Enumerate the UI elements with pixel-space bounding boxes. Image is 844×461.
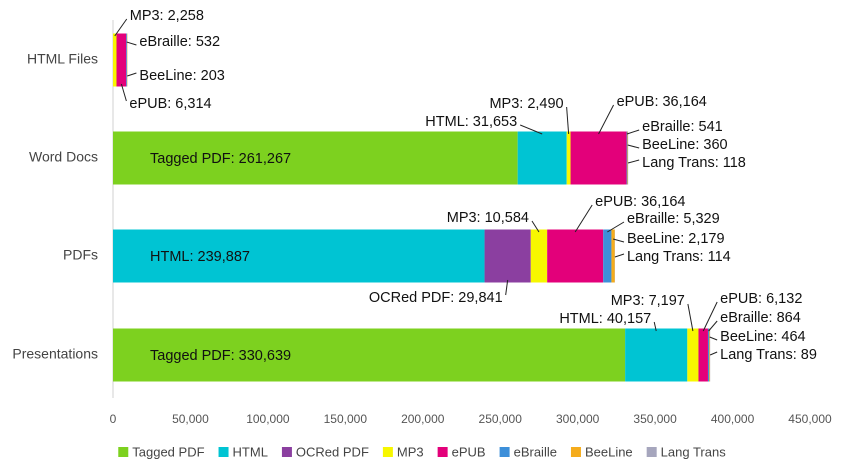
legend-swatch: [382, 447, 393, 457]
bar-segment: [627, 131, 628, 185]
leader-line: [626, 129, 640, 135]
bar-segment: [547, 229, 604, 283]
data-label: eBraille: 5,329: [627, 211, 720, 227]
leader-line: [612, 238, 625, 243]
leader-line: [702, 301, 718, 332]
data-label: Tagged PDF: 261,267: [150, 151, 291, 167]
data-label: ePUB: 6,132: [720, 291, 802, 307]
bar-segment: [517, 131, 567, 185]
category-label: Word Docs: [29, 149, 98, 165]
bar-segment: [113, 33, 117, 87]
legend-label: HTML: [233, 444, 268, 459]
data-label: HTML: 31,653: [425, 114, 517, 130]
leader-line: [627, 159, 640, 164]
leader-line: [614, 253, 625, 258]
x-tick-label: 50,000: [172, 412, 209, 426]
category-label: PDFs: [63, 247, 98, 263]
leader-line: [653, 321, 657, 332]
data-label: BeeLine: 2,179: [627, 231, 725, 247]
data-label: eBraille: 532: [139, 34, 220, 50]
bar-segment: [687, 328, 699, 382]
legend-label: Lang Trans: [661, 444, 727, 459]
data-label: HTML: 239,887: [150, 249, 250, 265]
bar-segment: [603, 229, 612, 283]
leader-line: [127, 72, 137, 77]
data-label: eBraille: 541: [642, 119, 723, 135]
leader-line: [709, 336, 718, 341]
data-label: BeeLine: 360: [642, 137, 727, 153]
x-tick-label: 100,000: [246, 412, 290, 426]
leader-line: [607, 221, 625, 233]
data-label: Lang Trans: 118: [642, 155, 746, 171]
leader-line: [574, 204, 593, 233]
bar-segment: [709, 328, 711, 382]
data-label: Tagged PDF: 330,639: [150, 348, 291, 364]
x-tick-label: 0: [110, 412, 117, 426]
legend-label: Tagged PDF: [132, 444, 204, 459]
legend-label: eBraille: [514, 444, 557, 459]
data-label: Lang Trans: 114: [627, 249, 731, 265]
data-label: Lang Trans: 89: [720, 347, 817, 363]
leader-line: [505, 279, 509, 296]
leader-line: [709, 351, 718, 356]
leader-line: [531, 220, 540, 233]
bar-segment: [625, 328, 688, 382]
data-label: HTML: 40,157: [559, 311, 651, 327]
data-label: BeeLine: 464: [720, 329, 805, 345]
bar-segment: [626, 131, 628, 185]
leader-line: [708, 320, 718, 332]
data-label: MP3: 2,258: [130, 8, 204, 24]
bar-segment: [113, 131, 518, 185]
legend-label: MP3: [397, 444, 424, 459]
bar-segment: [698, 328, 708, 382]
x-tick-label: 250,000: [479, 412, 523, 426]
data-label: ePUB: 36,164: [617, 94, 707, 110]
data-label: ePUB: 36,164: [595, 194, 685, 210]
legend-label: OCRed PDF: [296, 444, 369, 459]
x-tick-label: 200,000: [401, 412, 445, 426]
data-label: ePUB: 6,314: [129, 96, 211, 112]
x-tick-label: 450,000: [788, 412, 832, 426]
x-tick-label: 400,000: [711, 412, 755, 426]
legend-swatch: [646, 447, 657, 457]
legend-swatch: [437, 447, 448, 457]
bar-segment: [126, 33, 128, 87]
legend-swatch: [218, 447, 229, 457]
leader-line: [566, 106, 570, 135]
data-label: MP3: 2,490: [489, 96, 563, 112]
bar-segment: [113, 328, 626, 382]
leader-line: [627, 144, 640, 149]
leader-line: [114, 18, 128, 37]
x-tick-label: 350,000: [633, 412, 677, 426]
legend-swatch: [281, 447, 292, 457]
data-label: eBraille: 864: [720, 310, 801, 326]
leader-line: [687, 303, 694, 332]
leader-line: [519, 124, 543, 135]
x-tick-label: 150,000: [324, 412, 368, 426]
bar-segment: [566, 131, 571, 185]
legend-swatch: [118, 447, 129, 457]
data-label: OCRed PDF: 29,841: [369, 290, 503, 306]
bar-segment: [611, 229, 615, 283]
legend-label: BeeLine: [585, 444, 633, 459]
data-label: BeeLine: 203: [139, 68, 224, 84]
bar-segment: [116, 33, 127, 87]
leader-line: [120, 83, 127, 102]
category-label: HTML Files: [27, 51, 98, 67]
bar-segment: [570, 131, 627, 185]
bar-segment: [113, 229, 485, 283]
bar-segment: [530, 229, 548, 283]
data-label: MP3: 10,584: [447, 210, 529, 226]
bar-segment: [707, 328, 710, 382]
category-label: Presentations: [12, 346, 98, 362]
legend-swatch: [570, 447, 581, 457]
x-tick-label: 300,000: [556, 412, 600, 426]
data-label: MP3: 7,197: [611, 293, 685, 309]
bar-segment: [484, 229, 531, 283]
legend-swatch: [499, 447, 510, 457]
leader-line: [598, 104, 615, 135]
leader-line: [126, 41, 137, 46]
legend-label: ePUB: [452, 444, 486, 459]
